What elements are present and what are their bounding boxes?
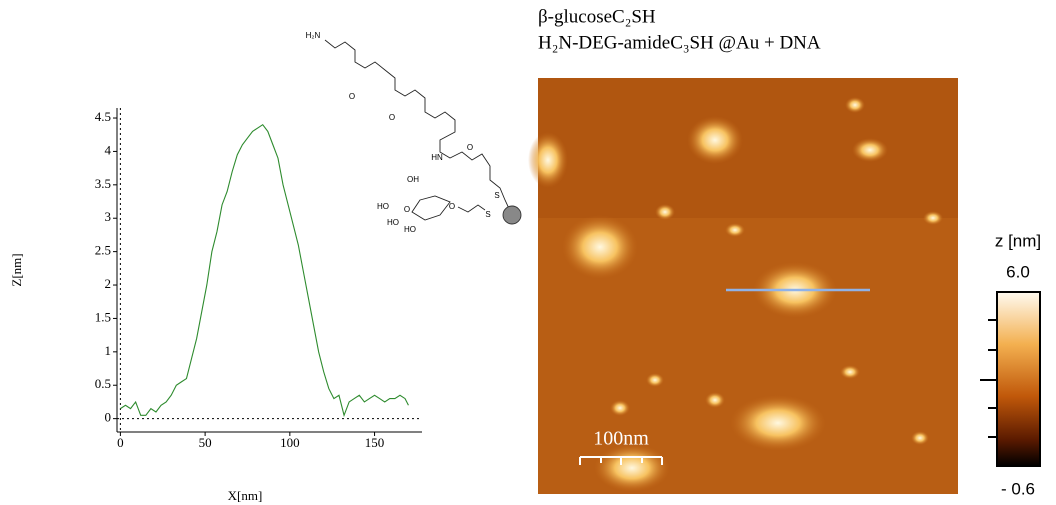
colorbar-min: - 0.6 [1001,479,1035,498]
y-tick-label: 3.5 [95,176,111,191]
x-axis-label: X[nm] [228,488,263,503]
structure-label: HO [387,218,399,227]
structure-label: O [389,113,395,122]
y-tick-label: 1.5 [95,309,111,324]
y-tick-label: 0.5 [95,376,111,391]
image-title: H₂N-DEG-amideC₃SH @Au + DNA [538,32,821,53]
scale-bar-label: 100nm [593,428,649,450]
y-tick-label: 0 [105,410,112,425]
image-title: β-glucoseC₂SH [538,6,656,27]
profile-line [120,123,409,418]
x-tick-label: 150 [365,435,385,450]
colorbar-label: z [nm] [995,231,1041,250]
colorbar: z [nm] 6.0 - 0.6 [980,231,1041,498]
structure-label: H₂N [306,31,321,40]
y-tick-label: 4.5 [95,109,111,124]
y-tick-label: 2 [105,276,112,291]
structure-label: HO [377,202,389,211]
y-axis-label: Z[nm] [9,253,24,286]
y-tick-label: 2.5 [95,243,111,258]
x-tick-label: 0 [117,435,124,450]
y-tick-label: 4 [105,142,112,157]
structure-label: O [467,143,473,152]
structure-label: S [485,210,490,219]
structure-label: O [404,205,410,214]
y-tick-label: 3 [105,209,112,224]
x-tick-label: 50 [199,435,212,450]
structure-label: OH [407,175,419,184]
afm-image: 100nm [528,78,958,494]
structure-label: S [494,191,499,200]
colorbar-max: 6.0 [1006,262,1030,281]
structure [324,39,522,225]
structure-label: HN [431,153,443,162]
y-tick-label: 1 [105,343,112,358]
structure-label: HO [404,225,416,234]
x-tick-label: 100 [280,435,300,450]
structure-label: O [449,202,455,211]
structure-label: O [349,92,355,101]
